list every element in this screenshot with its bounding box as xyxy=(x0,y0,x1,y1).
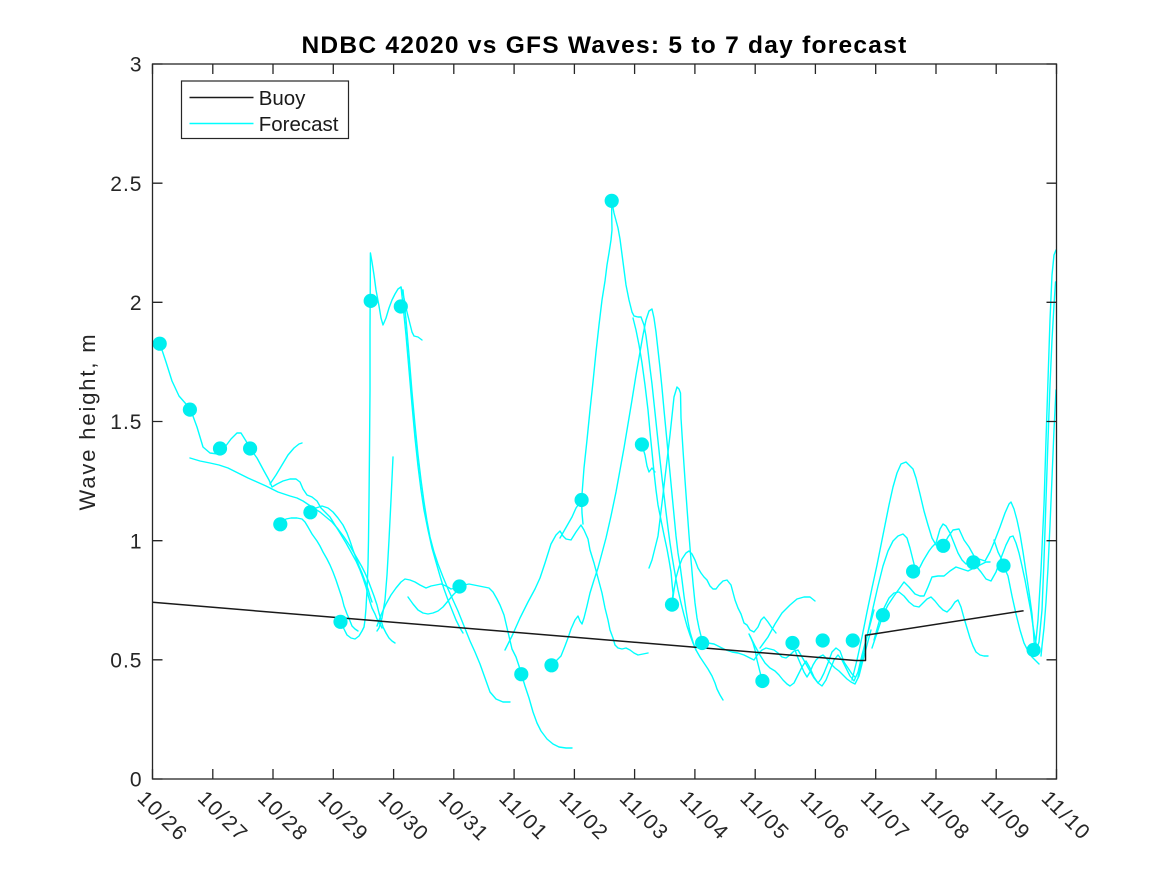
svg-text:2.5: 2.5 xyxy=(110,173,142,196)
svg-text:0.5: 0.5 xyxy=(110,649,142,672)
svg-text:2: 2 xyxy=(130,292,143,315)
svg-text:Forecast: Forecast xyxy=(259,113,339,136)
svg-text:Wave height, m: Wave height, m xyxy=(75,333,100,511)
svg-text:3: 3 xyxy=(130,54,143,77)
svg-text:1: 1 xyxy=(130,530,143,553)
svg-text:NDBC 42020 vs GFS Waves: 5 to: NDBC 42020 vs GFS Waves: 5 to 7 day fore… xyxy=(301,32,907,59)
svg-text:1.5: 1.5 xyxy=(110,411,142,434)
svg-text:Buoy: Buoy xyxy=(259,87,306,110)
svg-text:0: 0 xyxy=(130,769,143,792)
